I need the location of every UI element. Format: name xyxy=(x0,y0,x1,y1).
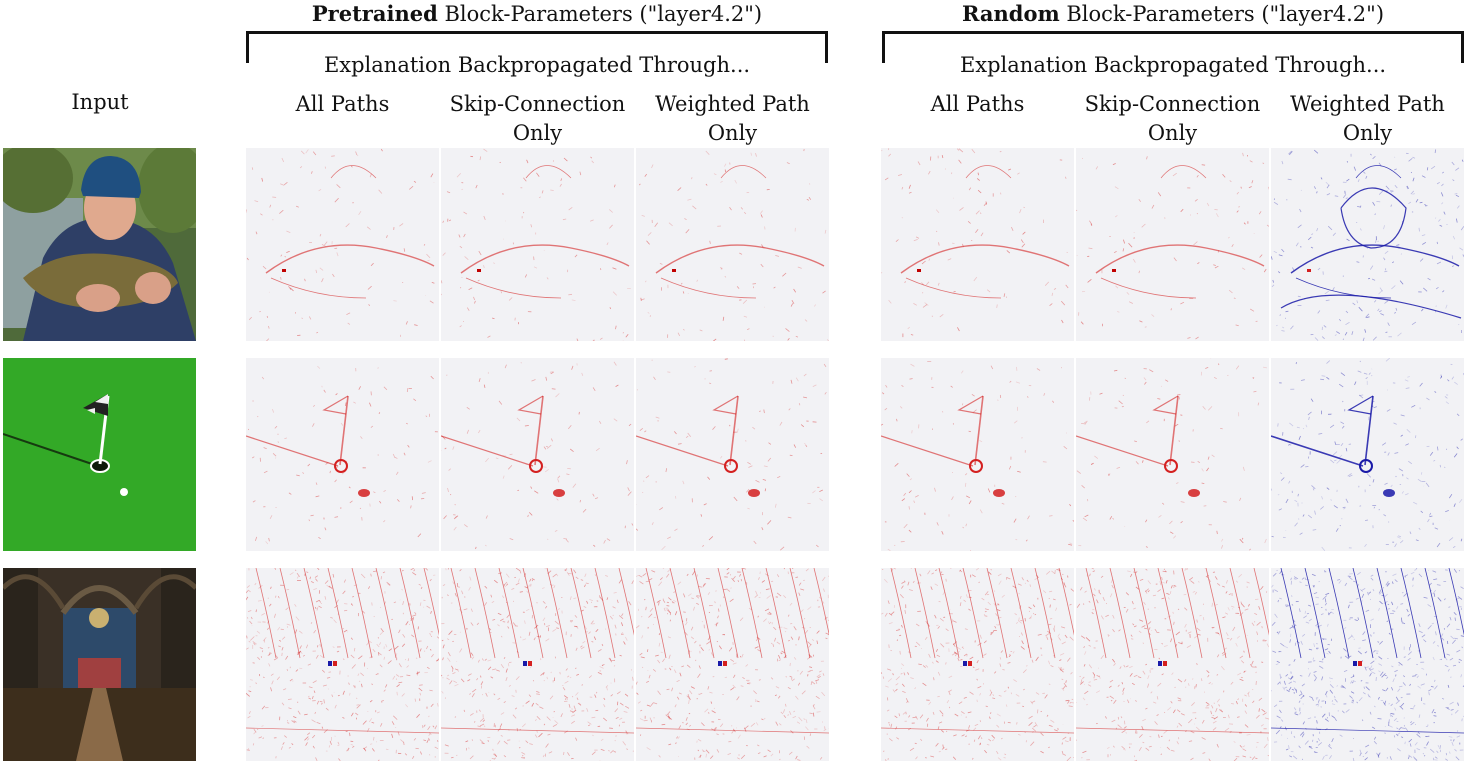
input-label: Input xyxy=(71,90,129,114)
input-image-golf xyxy=(3,358,196,551)
saliency-map xyxy=(246,358,439,551)
group-title-bold: Pretrained xyxy=(311,1,438,26)
saliency-map xyxy=(1271,358,1464,551)
group-title-random: Random Block-Parameters ("layer4.2") xyxy=(882,1,1464,26)
subtitle-random: Explanation Backpropagated Through... xyxy=(959,53,1387,77)
column-label-line1: Skip-Connection xyxy=(449,92,626,116)
column-label-line2: Only xyxy=(512,121,563,145)
column-label: Weighted Path Only xyxy=(1271,90,1464,148)
saliency-map xyxy=(441,358,634,551)
group-title-bold: Random xyxy=(961,1,1060,26)
saliency-map xyxy=(1076,148,1269,341)
column-label-line1: All Paths xyxy=(295,92,390,116)
column-label: All Paths xyxy=(881,90,1074,119)
bracket-random xyxy=(882,31,1464,63)
group-title-rest: Block-Parameters ("layer4.2") xyxy=(437,2,763,26)
saliency-map xyxy=(636,568,829,761)
saliency-map xyxy=(636,358,829,551)
group-title-rest: Block-Parameters ("layer4.2") xyxy=(1059,2,1385,26)
column-label: All Paths xyxy=(246,90,439,119)
column-label-line1: All Paths xyxy=(930,92,1025,116)
column-label-line1: Skip-Connection xyxy=(1084,92,1261,116)
saliency-map xyxy=(1076,568,1269,761)
column-label: Skip-Connection Only xyxy=(441,90,634,148)
column-label-line1: Weighted Path xyxy=(655,92,810,116)
bracket-pretrained xyxy=(246,31,828,63)
column-label: Weighted Path Only xyxy=(636,90,829,148)
column-label-line2: Only xyxy=(707,121,758,145)
group-title-pretrained: Pretrained Block-Parameters ("layer4.2") xyxy=(246,1,828,26)
saliency-map xyxy=(1271,148,1464,341)
subtitle-pretrained: Explanation Backpropagated Through... xyxy=(323,53,751,77)
column-label-line1: Weighted Path xyxy=(1290,92,1445,116)
saliency-map xyxy=(1271,568,1464,761)
saliency-map xyxy=(246,568,439,761)
saliency-map xyxy=(441,148,634,341)
saliency-map xyxy=(881,568,1074,761)
input-image-fisherman xyxy=(3,148,196,341)
column-label: Skip-Connection Only xyxy=(1076,90,1269,148)
saliency-map xyxy=(881,358,1074,551)
saliency-map xyxy=(441,568,634,761)
saliency-map xyxy=(636,148,829,341)
saliency-map xyxy=(1076,358,1269,551)
saliency-map xyxy=(881,148,1074,341)
column-label-line2: Only xyxy=(1147,121,1198,145)
column-label-line2: Only xyxy=(1342,121,1393,145)
input-image-church xyxy=(3,568,196,761)
saliency-map xyxy=(246,148,439,341)
